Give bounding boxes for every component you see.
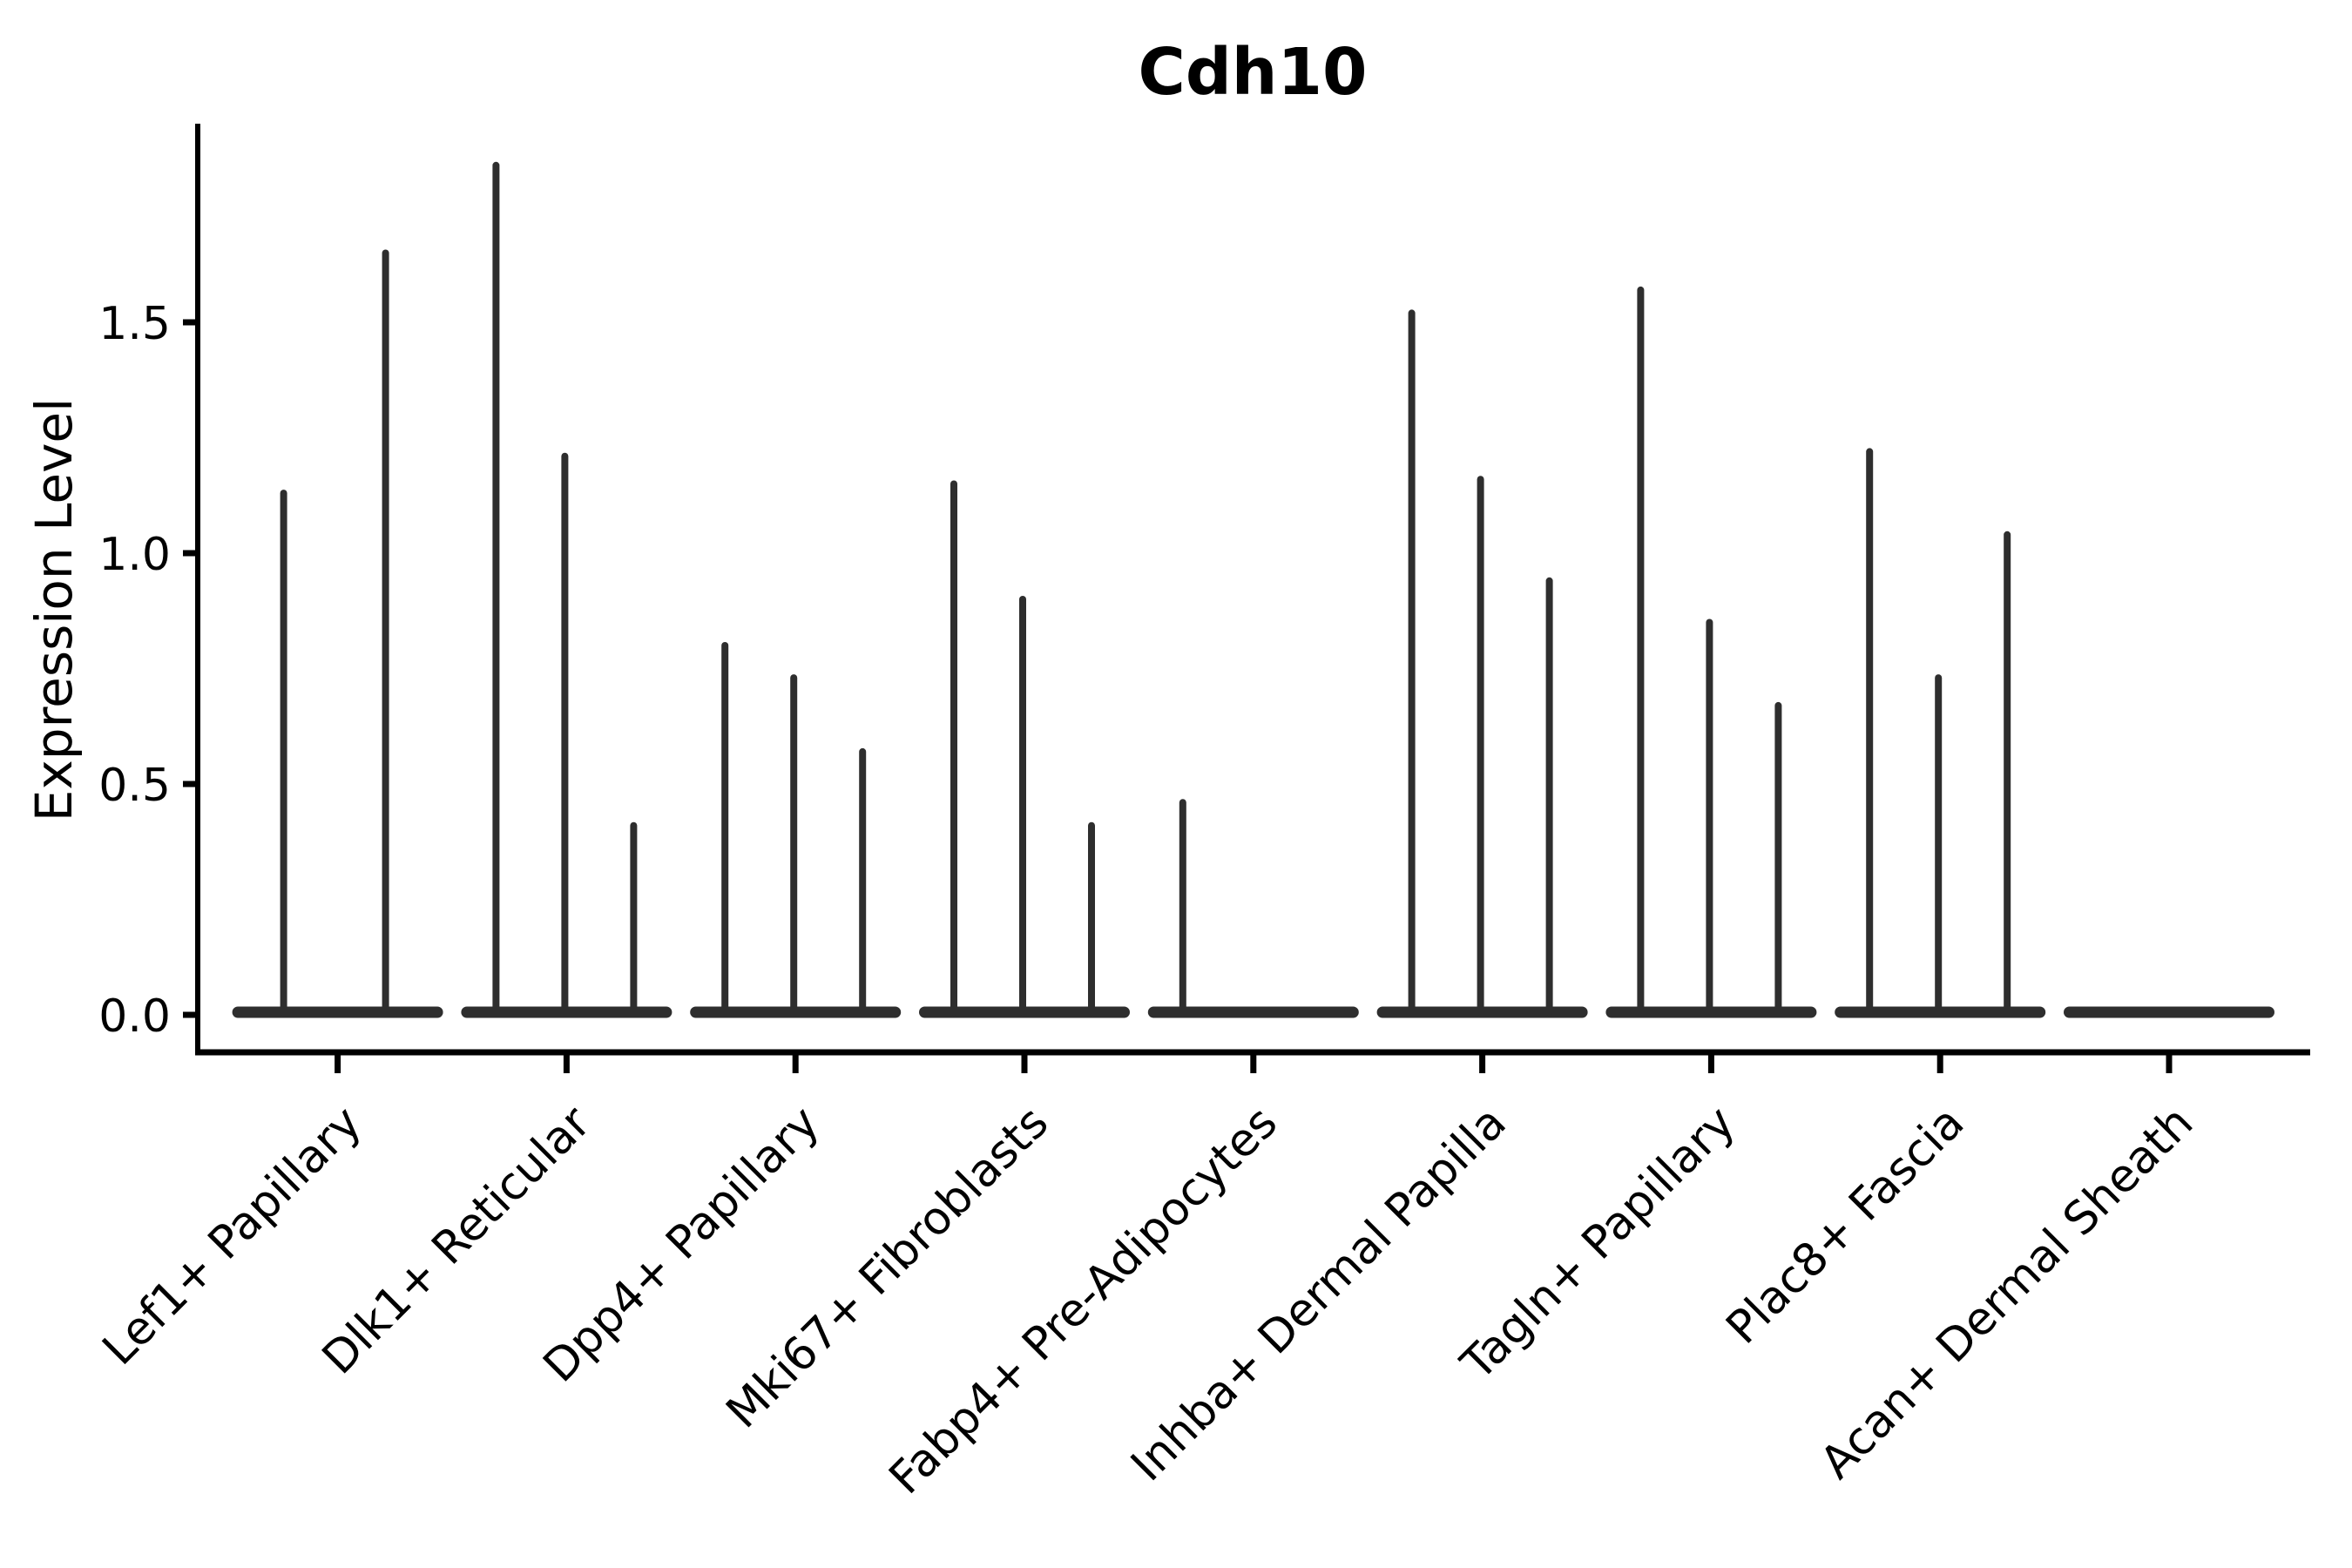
violin-base <box>1147 1006 1359 1018</box>
violin-base <box>2064 1006 2274 1018</box>
y-tick-label: 1.0 <box>98 529 171 581</box>
y-tick-label: 0.0 <box>98 990 171 1043</box>
y-tick-label: 0.5 <box>98 760 171 812</box>
violin-base <box>232 1006 443 1018</box>
y-axis-label: Expression Level <box>24 398 84 821</box>
y-tick-label: 1.5 <box>98 298 171 350</box>
chart-title: Cdh10 <box>1139 35 1368 110</box>
